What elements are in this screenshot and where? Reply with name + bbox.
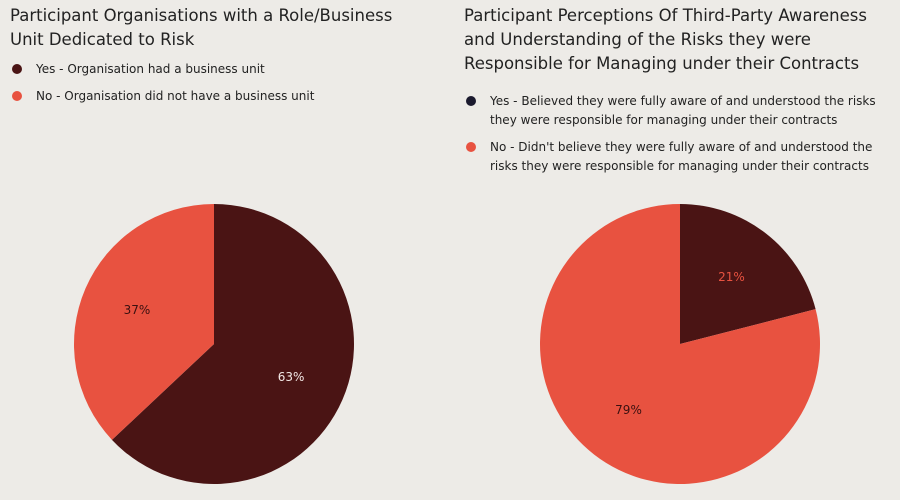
chart-title: Participant Perceptions Of Third-Party A… <box>464 6 867 73</box>
legend: Yes - Believed they were fully aware of … <box>464 92 894 184</box>
data-label: 37% <box>124 303 151 317</box>
legend-item: Yes - Believed they were fully aware of … <box>464 92 894 130</box>
legend-label: Yes - Believed they were fully aware of … <box>490 94 876 127</box>
legend-marker <box>12 64 22 74</box>
data-label: 21% <box>718 270 745 284</box>
legend-marker <box>466 142 476 152</box>
pie-slice <box>540 204 820 484</box>
legend-item: Yes - Organisation had a business unit <box>10 60 430 79</box>
legend-label: No - Organisation did not have a busines… <box>36 89 315 103</box>
pie-slice <box>73 204 214 440</box>
legend-label: No - Didn't believe they were fully awar… <box>490 140 873 173</box>
legend-label: Yes - Organisation had a business unit <box>36 62 265 76</box>
pie-slice <box>680 204 816 344</box>
pie-slice <box>111 204 354 485</box>
data-label: 63% <box>278 370 305 384</box>
data-label: 79% <box>615 403 642 417</box>
legend-item: No - Organisation did not have a busines… <box>10 87 430 106</box>
legend: Yes - Organisation had a business unit No… <box>10 60 430 114</box>
legend-item: No - Didn't believe they were fully awar… <box>464 138 894 176</box>
chart-title: Participant Organisations with a Role/Bu… <box>10 6 393 49</box>
legend-marker <box>466 96 476 106</box>
legend-marker <box>12 91 22 101</box>
